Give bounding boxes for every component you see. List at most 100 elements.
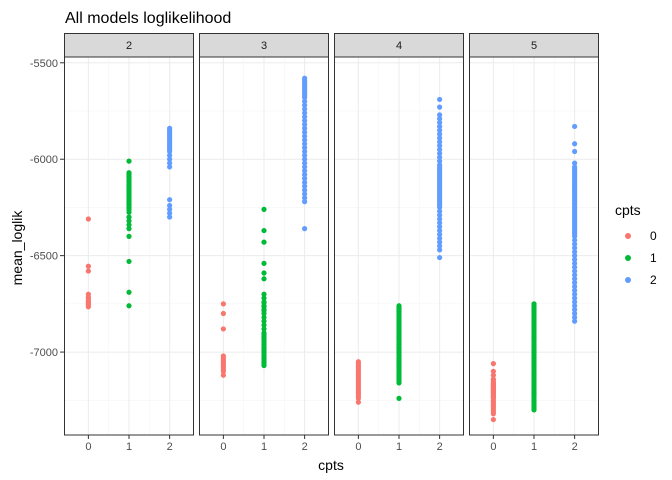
series-2 bbox=[572, 123, 578, 324]
data-point bbox=[437, 131, 443, 137]
facet-strip-label: 4 bbox=[396, 40, 402, 52]
data-point bbox=[302, 129, 308, 135]
data-point bbox=[572, 245, 578, 251]
data-point bbox=[302, 137, 308, 143]
data-point bbox=[302, 85, 308, 91]
data-point bbox=[302, 156, 308, 162]
x-tick-label: 1 bbox=[531, 441, 537, 453]
data-point bbox=[572, 307, 578, 313]
data-point bbox=[167, 152, 173, 158]
facet-panel-5: 5 0 1 2 bbox=[469, 33, 599, 453]
data-point bbox=[572, 227, 578, 234]
data-point bbox=[531, 391, 537, 398]
data-point bbox=[490, 368, 496, 374]
data-point bbox=[437, 216, 443, 222]
data-point bbox=[220, 301, 226, 307]
data-point bbox=[126, 222, 132, 228]
data-point bbox=[437, 183, 443, 189]
data-point bbox=[572, 287, 578, 293]
data-point bbox=[437, 235, 443, 241]
data-point bbox=[302, 81, 308, 87]
data-point bbox=[572, 216, 578, 222]
data-point bbox=[437, 199, 443, 205]
data-point bbox=[85, 268, 91, 274]
data-point bbox=[261, 304, 267, 310]
data-point bbox=[437, 135, 443, 141]
legend-entry-0: 0 bbox=[625, 229, 657, 243]
data-point bbox=[437, 202, 443, 209]
series-0 bbox=[85, 216, 91, 310]
data-point bbox=[572, 197, 578, 203]
series-2 bbox=[167, 125, 173, 220]
data-point bbox=[355, 399, 361, 405]
facet-strip bbox=[64, 33, 194, 58]
data-point bbox=[167, 148, 173, 155]
x-tick-label: 1 bbox=[261, 441, 267, 453]
data-point bbox=[572, 224, 578, 230]
data-point bbox=[167, 156, 173, 162]
data-point bbox=[572, 249, 578, 255]
legend-key bbox=[625, 277, 631, 283]
facet-panels: 2 0 1 2 -5500 -6000 -6500 -7000 3 0 1 2 4 0 1 2 5 0 1 2 bbox=[30, 33, 599, 453]
data-point bbox=[572, 193, 578, 199]
facet-strip-label: 5 bbox=[531, 40, 537, 52]
series-0 bbox=[355, 359, 361, 405]
data-point bbox=[490, 411, 496, 417]
data-point bbox=[437, 143, 443, 149]
x-tick-label: 0 bbox=[490, 441, 496, 453]
data-point bbox=[302, 121, 308, 128]
data-point bbox=[302, 102, 308, 108]
data-point bbox=[261, 362, 267, 369]
data-point bbox=[437, 123, 443, 130]
data-point bbox=[572, 212, 578, 218]
data-point bbox=[531, 407, 537, 413]
data-point bbox=[437, 254, 443, 261]
data-point bbox=[437, 104, 443, 110]
data-point bbox=[126, 214, 132, 220]
series-2 bbox=[302, 75, 308, 232]
data-point bbox=[572, 256, 578, 263]
data-point bbox=[167, 210, 173, 216]
legend: cpts 0 1 2 bbox=[615, 202, 657, 287]
data-point bbox=[302, 187, 308, 193]
data-point bbox=[355, 395, 361, 401]
facet-strip-label: 2 bbox=[126, 40, 132, 52]
data-point bbox=[437, 112, 443, 118]
data-point bbox=[437, 231, 443, 238]
data-point bbox=[302, 89, 308, 95]
data-point bbox=[437, 175, 443, 182]
legend-key bbox=[625, 233, 631, 239]
data-point bbox=[437, 212, 443, 218]
data-point bbox=[572, 241, 578, 247]
data-point bbox=[572, 299, 578, 305]
data-point bbox=[437, 154, 443, 160]
legend-label: 1 bbox=[650, 251, 657, 265]
data-point bbox=[167, 206, 173, 212]
data-point bbox=[261, 276, 267, 282]
data-point bbox=[126, 226, 132, 232]
data-point bbox=[167, 197, 173, 203]
data-point bbox=[302, 175, 308, 182]
data-point bbox=[572, 280, 578, 286]
facet-panel-2: 2 0 1 2 -5500 -6000 -6500 -7000 bbox=[30, 33, 194, 453]
data-point bbox=[302, 125, 308, 131]
data-point bbox=[302, 133, 308, 139]
data-point bbox=[437, 139, 443, 145]
data-point bbox=[572, 318, 578, 324]
data-point bbox=[126, 233, 132, 239]
data-point bbox=[572, 264, 578, 270]
data-point bbox=[437, 158, 443, 164]
legend-entry-1: 1 bbox=[625, 251, 657, 265]
data-point bbox=[490, 372, 496, 378]
data-point bbox=[437, 195, 443, 201]
x-tick-label: 1 bbox=[126, 441, 132, 453]
data-point bbox=[302, 114, 308, 120]
data-point bbox=[437, 208, 443, 214]
data-point bbox=[437, 164, 443, 170]
x-tick-label: 0 bbox=[220, 441, 226, 453]
data-point bbox=[396, 395, 402, 401]
data-point bbox=[261, 300, 267, 306]
data-point bbox=[572, 231, 578, 238]
data-point bbox=[572, 173, 578, 180]
